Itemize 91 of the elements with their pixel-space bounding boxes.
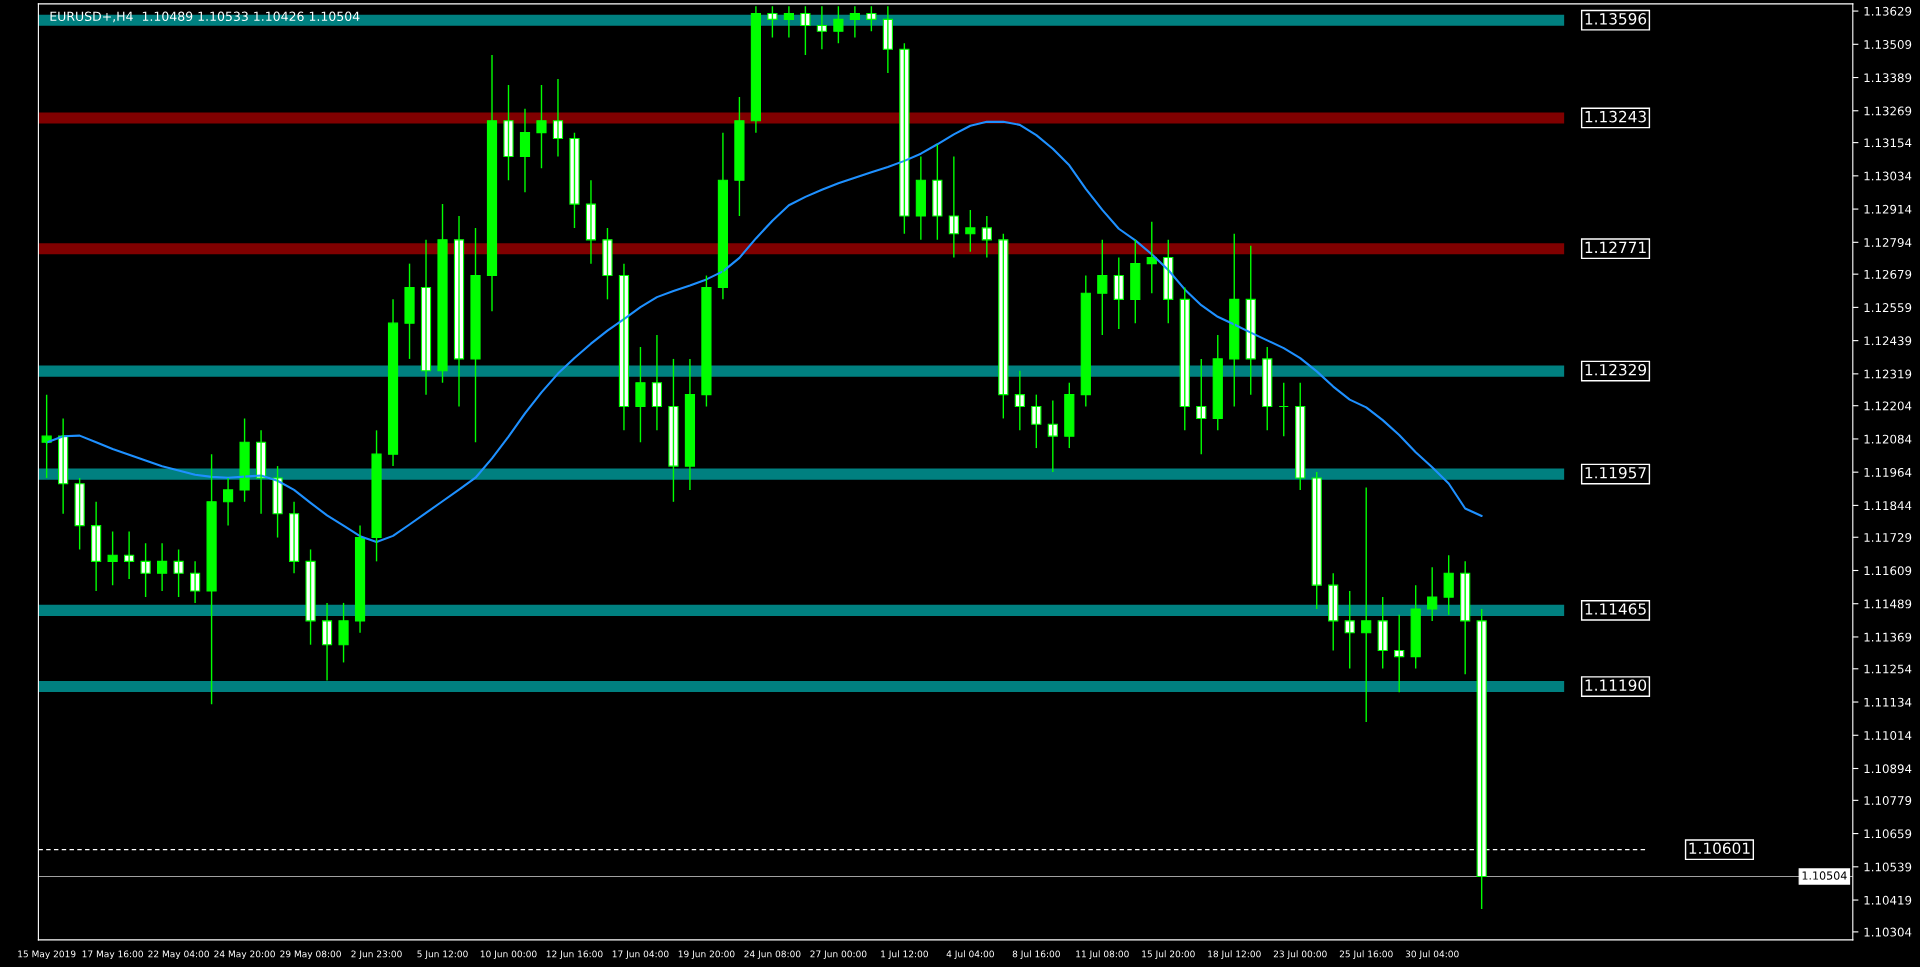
candlestick xyxy=(107,530,118,586)
candlestick xyxy=(239,417,250,503)
y-tick-label: 1.10659 xyxy=(1864,829,1912,839)
band-label: 1.13243 xyxy=(1585,110,1646,123)
y-tick-label: 1.13629 xyxy=(1864,6,1912,16)
x-tick-label: 11 Jul 08:00 xyxy=(1076,950,1129,960)
y-tick-label: 1.12084 xyxy=(1864,434,1912,444)
y-tick-label: 1.11489 xyxy=(1864,599,1912,609)
y-tick-label: 1.12794 xyxy=(1864,238,1912,247)
y-tick-label: 1.10539 xyxy=(1864,862,1912,872)
ref-line-label: 1.10601 xyxy=(1689,842,1750,855)
band-label: 1.11957 xyxy=(1585,466,1646,479)
y-tick-label: 1.10894 xyxy=(1864,764,1912,774)
y-tick-label: 1.12679 xyxy=(1864,269,1912,279)
band-label: 1.11190 xyxy=(1585,679,1647,691)
band-label: 1.12329 xyxy=(1585,363,1647,376)
x-tick-label: 19 Jun 20:00 xyxy=(678,950,735,960)
x-tick-label: 29 May 08:00 xyxy=(280,950,341,960)
candlestick xyxy=(701,274,712,408)
x-tick-label: 25 Jul 16:00 xyxy=(1339,950,1393,960)
candlestick xyxy=(173,548,184,598)
y-tick-label: 1.11609 xyxy=(1864,566,1912,576)
y-tick-label: 1.11134 xyxy=(1864,697,1912,707)
x-tick-label: 27 Jun 00:00 xyxy=(810,950,867,960)
x-tick-label: 5 Jun 12:00 xyxy=(417,950,468,960)
y-tick-label: 1.13389 xyxy=(1864,73,1912,83)
candlestick xyxy=(668,358,679,503)
candlestick xyxy=(338,602,349,664)
x-tick-label: 10 Jun 00:00 xyxy=(480,950,537,960)
y-tick-label: 1.12439 xyxy=(1864,336,1912,346)
candlestick xyxy=(371,429,382,563)
candlestick xyxy=(272,465,283,539)
x-tick-label: 15 Jul 20:00 xyxy=(1142,950,1195,960)
x-tick-label: 24 Jun 08:00 xyxy=(744,950,801,960)
y-tick-label: 1.11729 xyxy=(1864,532,1912,542)
candlestick xyxy=(470,227,481,443)
y-tick-label: 1.10304 xyxy=(1864,927,1912,937)
candlestick xyxy=(437,203,448,384)
candlestick xyxy=(305,548,316,646)
band-label: 1.11465 xyxy=(1585,603,1646,615)
candlestick xyxy=(965,209,976,253)
y-tick-label: 1.11369 xyxy=(1864,632,1912,642)
candlestick xyxy=(899,42,910,235)
x-tick-label: 30 Jul 04:00 xyxy=(1405,950,1459,960)
x-tick-label: 22 May 04:00 xyxy=(148,950,209,960)
y-tick-label: 1.10779 xyxy=(1864,796,1912,805)
candlestick xyxy=(569,131,580,229)
y-tick-label: 1.11014 xyxy=(1864,730,1912,740)
candlestick xyxy=(734,96,745,217)
x-tick-label: 4 Jul 04:00 xyxy=(946,950,994,960)
x-tick-label: 17 Jun 04:00 xyxy=(612,950,669,960)
y-tick-label: 1.12319 xyxy=(1864,369,1912,379)
candlestick xyxy=(602,227,613,301)
x-tick-label: 12 Jun 16:00 xyxy=(546,950,603,960)
candlestick xyxy=(503,84,514,181)
candlestick xyxy=(1443,554,1454,616)
ref-line-label: 1.10504 xyxy=(1802,871,1847,880)
y-tick-label: 1.10419 xyxy=(1864,895,1912,905)
text: EURUSD+,H4 1.10489 1.10533 1.10426 1.10504 xyxy=(50,11,360,23)
candlestick xyxy=(635,346,646,443)
y-tick-label: 1.13154 xyxy=(1864,138,1912,148)
x-tick-label: 24 May 20:00 xyxy=(214,950,275,960)
y-tick-label: 1.11254 xyxy=(1864,664,1912,674)
candlestick xyxy=(1031,393,1042,449)
y-tick-label: 1.11964 xyxy=(1864,467,1912,477)
y-tick-label: 1.12914 xyxy=(1864,204,1912,214)
x-tick-label: 1 Jul 12:00 xyxy=(881,950,928,960)
candlestick xyxy=(932,143,943,241)
candlestick xyxy=(206,453,217,705)
candlestick xyxy=(74,477,85,551)
x-tick-label: 15 May 2019 xyxy=(18,950,76,960)
candlestick xyxy=(998,233,1009,420)
candlestick xyxy=(1278,382,1289,437)
y-tick-label: 1.13269 xyxy=(1864,106,1912,116)
band-label: 1.13596 xyxy=(1585,13,1647,25)
band-label: 1.12771 xyxy=(1585,241,1646,253)
x-tick-label: 23 Jul 00:00 xyxy=(1273,950,1327,960)
y-tick-label: 1.12204 xyxy=(1864,401,1912,411)
candlestick xyxy=(1097,239,1108,336)
y-tick-label: 1.11844 xyxy=(1864,501,1912,511)
x-tick-label: 17 May 16:00 xyxy=(82,950,143,960)
x-tick-label: 18 Jul 12:00 xyxy=(1208,950,1261,960)
candlestick xyxy=(404,262,415,360)
candlestick xyxy=(833,5,844,44)
y-tick-label: 1.13509 xyxy=(1864,40,1912,49)
x-tick-label: 2 Jun 23:00 xyxy=(351,950,402,960)
candlestick xyxy=(536,84,547,170)
y-tick-label: 1.13034 xyxy=(1864,171,1912,181)
y-tick-label: 1.12559 xyxy=(1864,303,1912,313)
candlestick xyxy=(140,542,151,598)
x-tick-label: 8 Jul 16:00 xyxy=(1012,950,1060,960)
